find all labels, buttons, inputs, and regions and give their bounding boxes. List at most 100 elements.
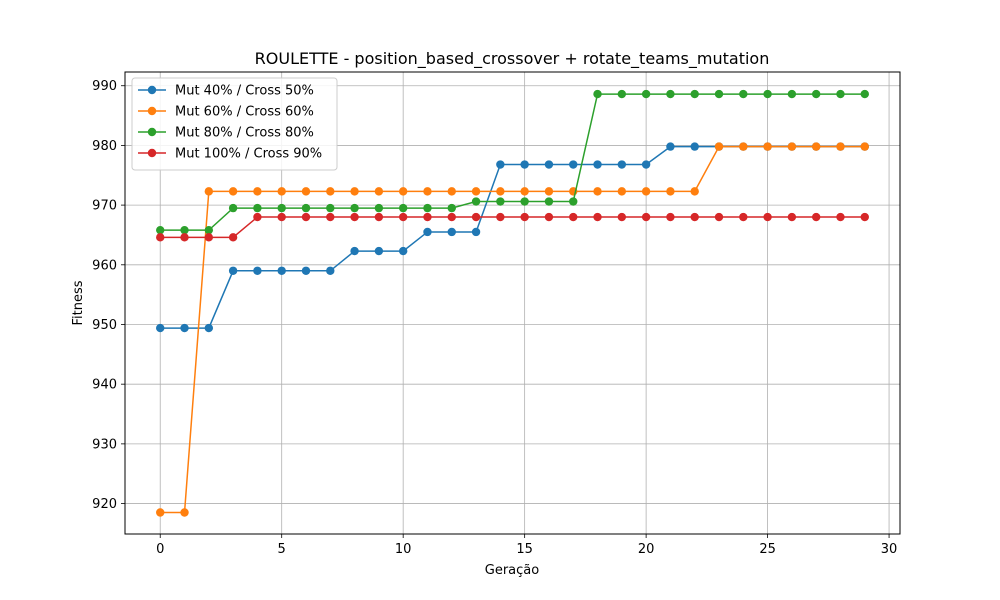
data-point: [787, 142, 797, 151]
data-point: [374, 203, 384, 213]
series-line: [160, 145, 865, 329]
data-point: [617, 187, 627, 196]
data-point: [690, 89, 699, 99]
data-point: [811, 142, 821, 151]
data-point: [860, 212, 869, 222]
data-point: [350, 212, 359, 222]
data-point: [641, 187, 651, 196]
data-point: [836, 89, 845, 99]
data-point: [204, 233, 214, 242]
legend-swatch-marker: [147, 148, 157, 158]
data-point: [593, 160, 602, 169]
data-point: [763, 212, 772, 222]
data-point: [374, 187, 384, 196]
data-point: [617, 212, 627, 222]
series-3: [156, 89, 869, 235]
data-point: [350, 187, 359, 196]
data-point: [836, 212, 845, 222]
y-tick-label: 920: [92, 497, 117, 512]
data-point: [398, 203, 408, 213]
data-point: [326, 203, 335, 213]
y-tick-label: 980: [92, 139, 117, 154]
data-point: [350, 203, 359, 213]
legend-box: [131, 77, 338, 171]
data-point: [544, 187, 554, 196]
data-point: [156, 508, 165, 517]
legend-label: Mut 60% / Cross 60%: [175, 105, 314, 120]
data-point: [277, 266, 286, 275]
data-point: [860, 142, 869, 151]
y-tick-label: 990: [92, 79, 117, 94]
data-point: [398, 212, 408, 222]
data-point: [763, 142, 772, 151]
data-point: [156, 225, 165, 235]
data-point: [520, 212, 529, 222]
data-point: [617, 89, 627, 99]
data-point: [156, 323, 165, 333]
data-point: [301, 212, 311, 222]
series-line: [160, 216, 865, 239]
data-point: [180, 233, 189, 242]
data-point: [690, 142, 699, 151]
data-point: [253, 187, 262, 196]
data-point: [569, 212, 578, 222]
data-point: [811, 212, 821, 222]
data-point: [447, 212, 456, 222]
data-point: [423, 212, 432, 222]
data-point: [471, 187, 481, 196]
data-point: [277, 212, 286, 222]
legend-swatch-marker: [147, 106, 157, 116]
data-point: [860, 89, 869, 99]
data-point: [496, 212, 505, 222]
data-point: [228, 266, 238, 275]
x-tick-label: 0: [156, 542, 164, 557]
data-point: [277, 203, 286, 213]
series-layer: [156, 89, 869, 517]
data-point: [447, 187, 456, 196]
data-point: [690, 212, 699, 222]
plot-frame: [124, 71, 901, 535]
legend-item: Mut 80% / Cross 80%: [138, 126, 314, 141]
data-point: [423, 187, 432, 196]
data-point: [471, 197, 481, 206]
x-tick-label: 15: [516, 542, 533, 557]
data-point: [544, 212, 554, 222]
data-point: [593, 187, 602, 196]
data-point: [811, 89, 821, 99]
data-point: [423, 203, 432, 213]
data-point: [301, 203, 311, 213]
data-point: [204, 187, 214, 196]
y-tick-label: 940: [92, 378, 117, 393]
data-point: [471, 212, 481, 222]
data-point: [471, 227, 481, 237]
data-point: [544, 197, 554, 206]
data-point: [301, 266, 311, 275]
data-point: [180, 508, 189, 517]
series-4: [156, 212, 869, 242]
data-point: [496, 197, 505, 206]
data-point: [374, 246, 384, 256]
data-point: [593, 212, 602, 222]
data-point: [690, 187, 699, 196]
legend-item: Mut 60% / Cross 60%: [138, 105, 314, 120]
legend-label: Mut 40% / Cross 50%: [175, 84, 314, 99]
data-point: [398, 246, 408, 256]
legend: Mut 40% / Cross 50% Mut 60% / Cross 60% Mu…: [131, 77, 338, 171]
data-point: [787, 89, 797, 99]
data-point: [641, 160, 651, 169]
x-axis-label: Geração: [485, 563, 539, 578]
data-point: [569, 197, 578, 206]
data-point: [496, 160, 505, 169]
data-point: [496, 187, 505, 196]
y-tick-label: 950: [92, 318, 117, 333]
data-point: [228, 187, 238, 196]
y-tick-label: 970: [92, 199, 117, 214]
legend-swatch-marker: [147, 127, 157, 137]
data-point: [714, 142, 724, 151]
data-point: [714, 89, 724, 99]
legend-label: Mut 100% / Cross 90%: [175, 147, 322, 162]
data-point: [204, 323, 214, 333]
data-point: [666, 89, 675, 99]
series-2: [156, 142, 869, 517]
